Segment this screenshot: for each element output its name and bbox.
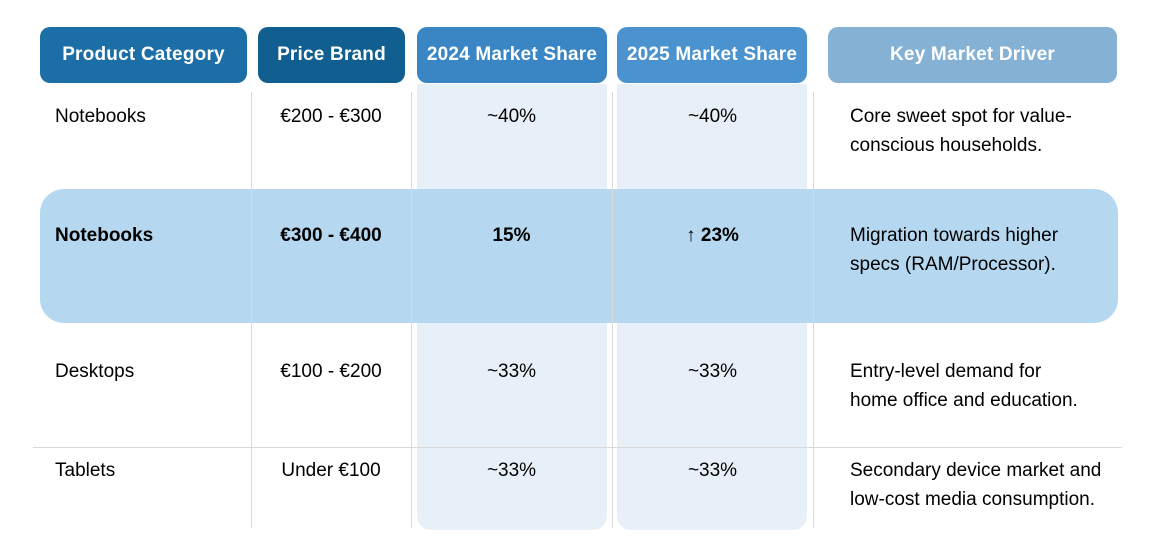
column-divider <box>813 92 814 528</box>
table-row: Notebooks €200 - €300 ~40% ~40% Core swe… <box>40 102 1118 160</box>
header-pill-2024-market-share: 2024 Market Share <box>417 27 607 83</box>
cell-2024-share: ~40% <box>486 106 537 127</box>
table-row-highlighted: Notebooks €300 - €400 15% ↑ 23% Migratio… <box>40 221 1118 279</box>
cell-product-category: Desktops <box>55 361 135 382</box>
key-driver-line: Core sweet spot for value- <box>850 106 1072 127</box>
key-driver-line: Migration towards higher <box>850 225 1059 246</box>
cell-product-category: Tablets <box>55 460 116 481</box>
header-pill-2025-market-share: 2025 Market Share <box>617 27 807 83</box>
cell-2025-share: ~33% <box>687 460 738 481</box>
table-row: Desktops €100 - €200 ~33% ~33% Entry-lev… <box>40 357 1118 415</box>
key-driver-line: Entry-level demand for <box>850 361 1042 382</box>
cell-key-driver: Secondary device market and low-cost med… <box>813 456 1118 514</box>
column-divider <box>411 92 412 528</box>
key-driver-line: low-cost media consumption. <box>850 489 1095 510</box>
column-divider <box>251 92 252 528</box>
key-driver-line: specs (RAM/Processor). <box>850 254 1056 275</box>
cell-price-band: Under €100 <box>281 460 381 481</box>
cell-product-category: Notebooks <box>55 225 154 246</box>
cell-2024-share: ~33% <box>486 460 537 481</box>
cell-price-band: €100 - €200 <box>280 361 382 382</box>
key-driver-line: conscious households. <box>850 135 1043 156</box>
cell-key-driver: Core sweet spot for value- conscious hou… <box>813 102 1118 160</box>
cell-price-band: €200 - €300 <box>280 106 382 127</box>
highlight-row-background <box>40 189 1118 323</box>
row-divider <box>33 447 1122 448</box>
cell-key-driver: Migration towards higher specs (RAM/Proc… <box>813 221 1118 279</box>
header-pill-product-category: Product Category <box>40 27 247 83</box>
table-row: Tablets Under €100 ~33% ~33% Secondary d… <box>40 456 1118 514</box>
header-pill-key-market-driver: Key Market Driver <box>828 27 1117 83</box>
cell-2024-share: ~33% <box>486 361 537 382</box>
column-divider <box>612 92 613 528</box>
cell-2025-share: ~40% <box>687 106 738 127</box>
cell-2025-share: ~33% <box>687 361 738 382</box>
cell-product-category: Notebooks <box>55 106 146 127</box>
cell-2024-share: 15% <box>492 225 531 246</box>
cell-key-driver: Entry-level demand for home office and e… <box>813 357 1118 415</box>
cell-price-band: €300 - €400 <box>280 225 382 246</box>
cell-2025-share-with-up-arrow: ↑ 23% <box>686 225 739 246</box>
key-driver-line: home office and education. <box>850 390 1078 411</box>
key-driver-line: Secondary device market and <box>850 460 1102 481</box>
header-pill-price-brand: Price Brand <box>258 27 405 83</box>
